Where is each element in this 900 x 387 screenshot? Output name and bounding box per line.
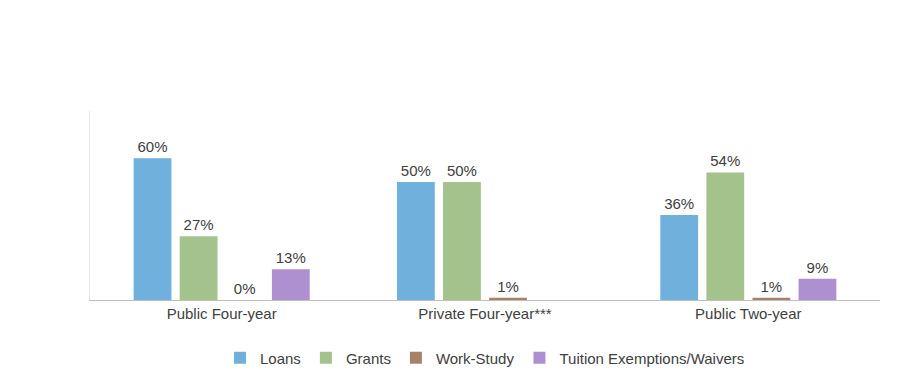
svg-text:Public Two-year: Public Two-year <box>695 305 801 322</box>
svg-text:50%: 50% <box>401 162 431 179</box>
svg-text:Private Four-year***: Private Four-year*** <box>418 305 552 322</box>
svg-text:Public Four-year: Public Four-year <box>167 305 277 322</box>
svg-text:50%: 50% <box>447 162 477 179</box>
svg-text:1%: 1% <box>761 278 783 295</box>
svg-text:36%: 36% <box>664 195 694 212</box>
svg-text:1%: 1% <box>497 278 519 295</box>
svg-text:Work-Study: Work-Study <box>436 350 515 367</box>
svg-text:60%: 60% <box>138 138 168 155</box>
svg-text:Tuition Exemptions/Waivers: Tuition Exemptions/Waivers <box>559 350 744 367</box>
svg-text:13%: 13% <box>276 249 306 266</box>
svg-text:0%: 0% <box>234 280 256 297</box>
svg-text:Grants: Grants <box>346 350 391 367</box>
svg-text:27%: 27% <box>184 216 214 233</box>
svg-text:9%: 9% <box>807 259 829 276</box>
svg-text:54%: 54% <box>710 152 740 169</box>
svg-text:Loans: Loans <box>260 350 301 367</box>
